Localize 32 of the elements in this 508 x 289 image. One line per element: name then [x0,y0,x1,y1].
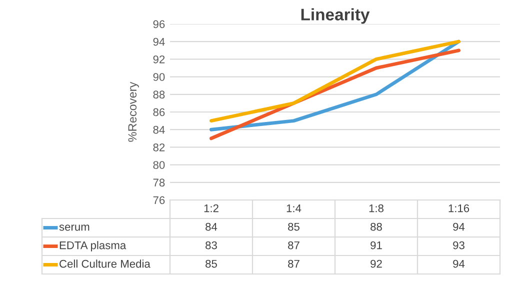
x-tick-label: 1:2 [204,204,218,212]
legend-label: serum [59,224,90,231]
legend-label: EDTA plasma [60,241,126,252]
data-label: 93 [453,241,464,250]
y-tick-label: 76 [153,196,165,204]
x-tick-label: 1:16 [448,204,470,212]
x-tick-label: 1:8 [369,204,384,212]
y-tick-label: 94 [153,38,165,46]
y-tick-label: 96 [153,20,165,28]
data-label: 94 [453,222,465,231]
data-label: 83 [206,241,217,250]
y-tick-label: 90 [153,73,165,81]
data-label: 87 [288,260,300,268]
y-axis-title: %Recovery [128,82,139,142]
data-label: 85 [206,260,217,268]
y-tick-label: 82 [153,143,165,152]
y-tick-label: 92 [153,55,165,64]
y-tick-label: 88 [153,90,165,99]
data-label: 88 [370,222,382,231]
data-label: 94 [453,260,465,268]
chart-title: Linearity [301,8,370,24]
data-label: 92 [370,260,382,268]
data-label: 91 [370,241,382,250]
y-tick-label: 78 [153,178,165,187]
data-label: 87 [288,241,300,250]
data-label: 85 [288,222,300,231]
data-label: 84 [206,222,218,231]
x-tick-label: 1:4 [286,204,302,212]
legend-label: Cell Culture Media [60,260,150,268]
y-tick-label: 80 [153,161,165,169]
y-tick-label: 86 [153,108,165,116]
y-tick-label: 84 [153,126,165,134]
